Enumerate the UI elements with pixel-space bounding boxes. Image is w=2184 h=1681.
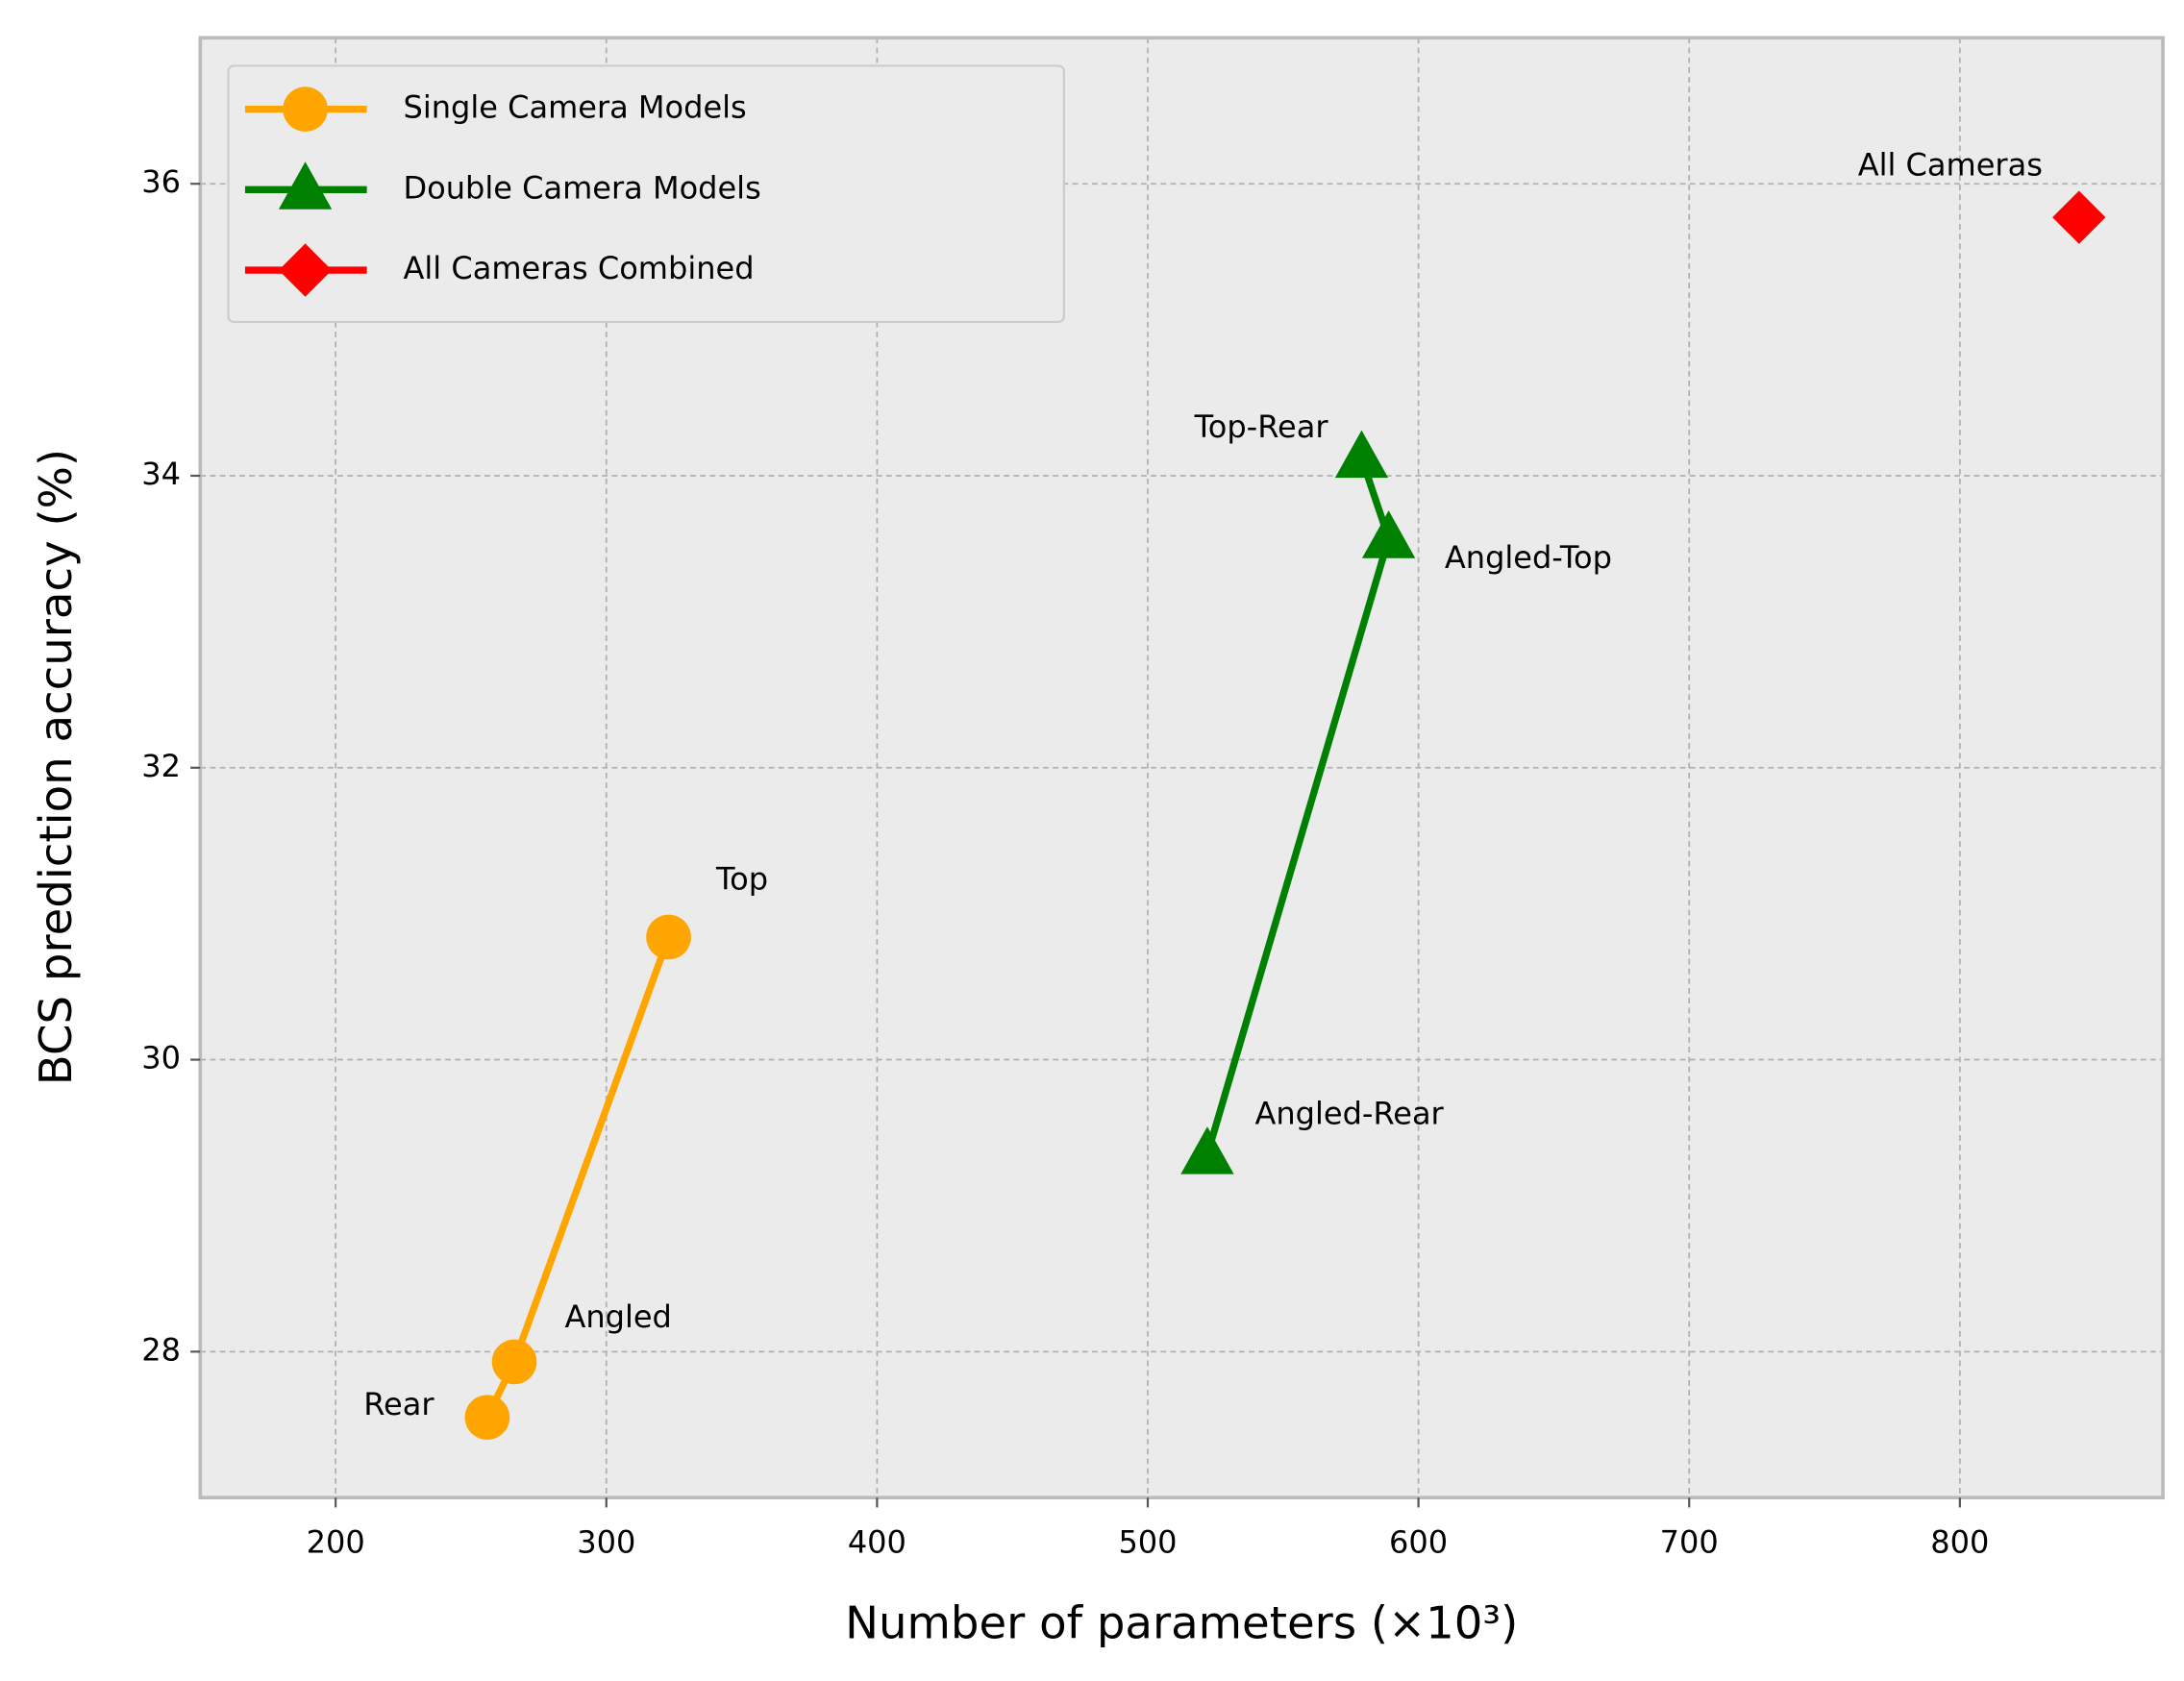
marker <box>1180 1126 1234 1174</box>
x-tick-label: 300 <box>577 1523 635 1560</box>
legend-label: All Cameras Combined <box>404 250 755 286</box>
marker <box>464 1395 510 1440</box>
marker <box>278 161 333 210</box>
point-label: Angled <box>564 1298 671 1335</box>
x-axis-label: Number of parameters (×10³) <box>845 1597 1518 1649</box>
x-tick-label: 700 <box>1660 1523 1719 1560</box>
point-label: Angled-Rear <box>1254 1096 1444 1132</box>
point-label: All Cameras <box>1858 147 2043 184</box>
marker <box>1361 510 1416 558</box>
point-label: Angled-Top <box>1445 539 1612 576</box>
point-label: Top <box>715 861 768 898</box>
x-tick-label: 800 <box>1930 1523 1989 1560</box>
marker <box>646 914 691 960</box>
y-tick-label: 30 <box>141 1040 181 1076</box>
marker <box>1334 430 1389 479</box>
y-tick-label: 28 <box>141 1331 181 1368</box>
legend-label: Double Camera Models <box>404 169 761 206</box>
x-tick-label: 200 <box>307 1523 365 1560</box>
x-tick-label: 400 <box>848 1523 906 1560</box>
marker <box>2052 190 2106 244</box>
marker <box>283 87 328 132</box>
x-tick-label: 600 <box>1389 1523 1448 1560</box>
legend-label: Single Camera Models <box>404 89 747 126</box>
y-tick-label: 32 <box>141 748 181 784</box>
legend-box <box>227 64 1065 324</box>
marker <box>491 1339 537 1385</box>
point-label: Rear <box>363 1386 434 1422</box>
x-tick-label: 500 <box>1118 1523 1177 1560</box>
y-axis-label: BCS prediction accuracy (%) <box>30 449 82 1085</box>
y-tick-label: 34 <box>141 456 181 492</box>
y-tick-label: 36 <box>141 163 181 200</box>
point-label: Top-Rear <box>1194 408 1329 445</box>
